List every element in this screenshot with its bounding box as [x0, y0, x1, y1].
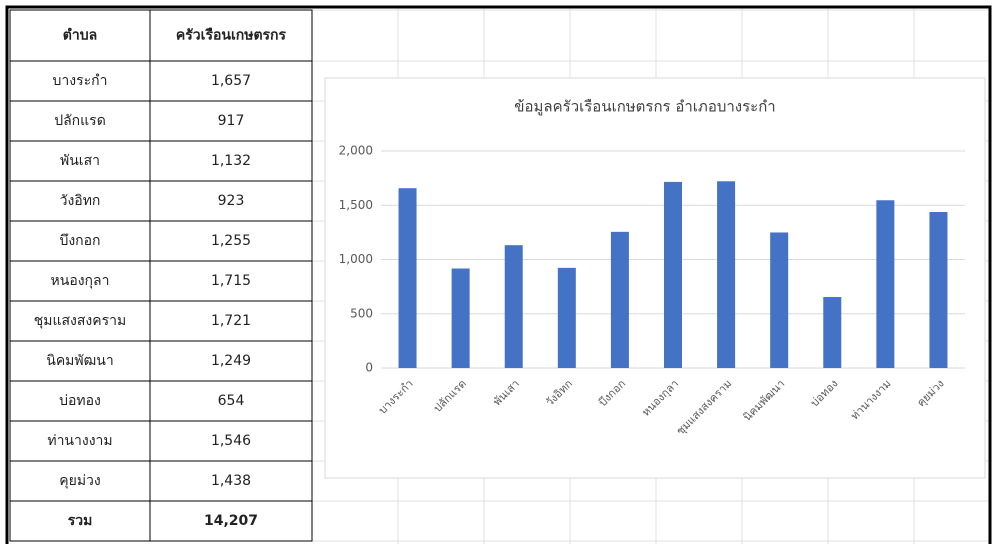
cell-text: 917 [218, 113, 245, 129]
table-cell [9, 100, 151, 142]
table-cell [149, 9, 313, 62]
bar [717, 181, 736, 368]
cell-text: 1,721 [211, 313, 251, 329]
table-cell [9, 300, 151, 342]
cell-text: บ่อทอง [59, 393, 101, 409]
cell-text: 14,207 [204, 513, 258, 529]
cell-text: ปลักแรด [54, 113, 106, 129]
cell-text: 923 [218, 193, 245, 209]
cell-text: 1,255 [211, 233, 251, 249]
cell-text: วังอิทก [60, 193, 101, 209]
table-cell [149, 180, 313, 222]
y-tick-label: 2,000 [339, 144, 373, 158]
bar [451, 268, 470, 368]
table-cell [9, 380, 151, 422]
table-cell [149, 100, 313, 142]
table-cell [149, 460, 313, 502]
table-cell [149, 380, 313, 422]
bar [876, 200, 895, 368]
bar [929, 211, 948, 368]
table-cell [149, 60, 313, 102]
table-cell [149, 340, 313, 382]
cell-text: 1,438 [211, 473, 251, 489]
bar [557, 267, 576, 368]
table-cell [9, 180, 151, 222]
table-cell [149, 260, 313, 302]
table-cell [9, 220, 151, 262]
cell-text: 654 [218, 393, 245, 409]
chart-area [324, 77, 986, 479]
cell-text: บึงกอก [59, 233, 100, 249]
window-border [5, 5, 992, 544]
cell-text: พันเสา [60, 153, 100, 169]
table-cell [9, 140, 151, 182]
bar [398, 188, 417, 368]
cell-text: 1,249 [211, 353, 251, 369]
bar [610, 231, 629, 368]
cell-text: ท่านางงาม [47, 433, 112, 449]
cell-text: 1,657 [211, 73, 251, 89]
cell-text: 1,715 [211, 273, 251, 289]
table-cell [149, 140, 313, 182]
cell-text: 1,546 [211, 433, 251, 449]
table-cell [9, 340, 151, 382]
bar [770, 232, 789, 368]
cell-text: 1,132 [211, 153, 251, 169]
table-cell [149, 500, 313, 542]
y-tick-label: 1,000 [339, 252, 373, 266]
bar [823, 297, 842, 368]
table-cell [9, 60, 151, 102]
table-cell [9, 500, 151, 542]
bar [664, 181, 682, 368]
chart-title: ข้อมูลครัวเรือนเกษตรกร อำเภอบางระกำ [514, 98, 775, 116]
cell-text: ครัวเรือนเกษตรกร [176, 28, 287, 44]
cell-text: นิคมพัฒนา [46, 353, 113, 369]
table-cell [149, 220, 313, 262]
table-cell [9, 260, 151, 302]
cell-text: รวม [68, 513, 93, 529]
y-tick-label: 0 [365, 361, 373, 375]
cell-text: ชุมแสงสงคราม [34, 313, 127, 329]
table-cell [9, 460, 151, 502]
cell-text: ตำบล [63, 28, 97, 44]
table-cell [149, 300, 313, 342]
table-cell [9, 9, 151, 62]
y-tick-label: 1,500 [339, 198, 373, 212]
cell-text: บางระกำ [53, 73, 108, 89]
bar [504, 245, 523, 368]
cell-text: คุยม่วง [59, 473, 101, 489]
y-tick-label: 500 [350, 306, 373, 320]
cell-text: หนองกุลา [51, 273, 110, 289]
